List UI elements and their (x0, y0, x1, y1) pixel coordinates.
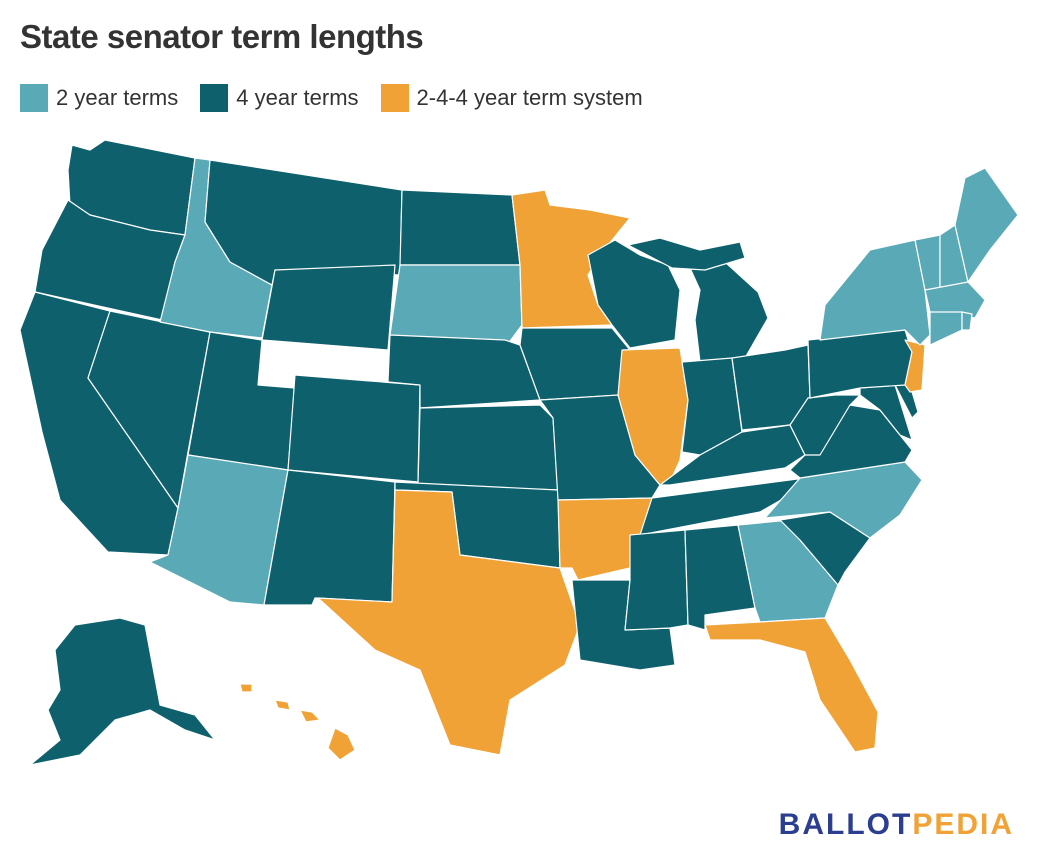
state-hawaii-kauai[interactable] (239, 683, 253, 693)
ballotpedia-logo: BALLOTPEDIA (779, 808, 1014, 842)
state-hawaii-maui[interactable] (299, 709, 321, 723)
legend-item-2-4-4-year: 2-4-4 year term system (380, 84, 643, 112)
state-rhode-island[interactable] (961, 311, 973, 331)
state-mississippi[interactable] (624, 529, 689, 631)
legend-item-4-year: 4 year terms (200, 84, 359, 112)
legend-label-4-year: 4 year terms (236, 85, 359, 110)
logo-text-ballot: BALLOT (778, 808, 913, 841)
state-new-york[interactable] (819, 239, 931, 346)
state-tennessee[interactable] (639, 477, 806, 536)
legend-item-2-year: 2 year terms (20, 84, 178, 112)
state-massachusetts[interactable] (924, 281, 986, 319)
state-hawaii-oahu[interactable] (274, 699, 291, 711)
state-texas[interactable] (317, 489, 581, 756)
legend-label-2-4-4-year: 2-4-4 year term system (416, 85, 643, 110)
state-michigan-upper[interactable] (627, 237, 746, 271)
legend-swatch-4-year (200, 84, 229, 112)
state-iowa[interactable] (519, 327, 631, 401)
state-hawaii[interactable] (327, 727, 356, 761)
state-new-jersey[interactable] (904, 339, 926, 393)
logo-text-pedia: PEDIA (912, 808, 1014, 841)
state-maine[interactable] (954, 167, 1019, 283)
state-colorado[interactable] (287, 374, 421, 483)
legend-swatch-2-4-4-year (380, 84, 409, 112)
state-south-dakota[interactable] (389, 264, 523, 349)
legend-label-2-year: 2 year terms (56, 85, 179, 110)
state-north-dakota[interactable] (399, 189, 521, 266)
state-alaska[interactable] (29, 617, 216, 766)
state-michigan[interactable] (689, 261, 769, 363)
state-nebraska[interactable] (387, 334, 541, 409)
map-title: State senator term lengths (20, 18, 424, 55)
state-wisconsin[interactable] (587, 239, 681, 349)
state-kansas[interactable] (417, 404, 559, 491)
legend-swatch-2-year (20, 84, 48, 112)
state-wyoming[interactable] (261, 264, 396, 351)
legend: 2 year terms 4 year terms 2-4-4 year ter… (20, 84, 643, 112)
state-connecticut[interactable] (929, 311, 963, 346)
state-florida[interactable] (704, 617, 879, 753)
